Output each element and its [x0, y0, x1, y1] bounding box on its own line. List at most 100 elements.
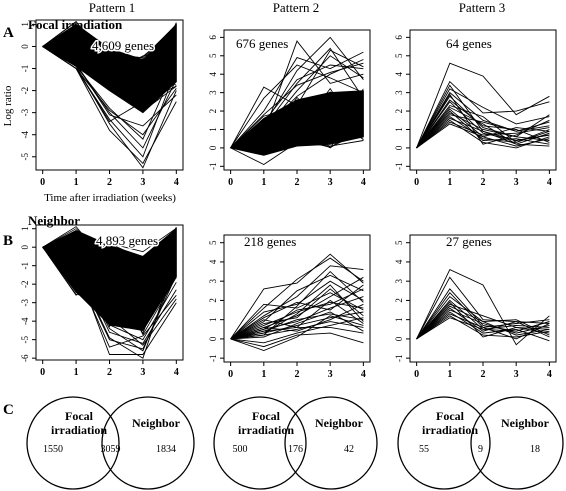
- series-line: [230, 36, 364, 149]
- series-line: [416, 119, 550, 149]
- y-tick-label: 4: [208, 71, 218, 76]
- venn-label-neighbor: Neighbor: [132, 416, 181, 430]
- y-tick-label: 4: [394, 71, 404, 76]
- y-tick-label: 0: [20, 44, 30, 49]
- series-line: [42, 46, 177, 140]
- series-line: [42, 46, 177, 127]
- row-title-neighbor: Neighbor: [28, 213, 80, 228]
- series-line: [42, 246, 177, 352]
- venn-circle-neighbor: [470, 396, 564, 490]
- venn-label-irradiation: irradiation: [238, 423, 294, 437]
- venn-count-neighbor-only: 42: [344, 444, 354, 455]
- y-tick-label: -1: [208, 354, 218, 362]
- series-lines: [416, 62, 550, 149]
- venn-circle-neighbor: [284, 396, 378, 490]
- series-line: [42, 22, 177, 98]
- y-tick-label: 4: [208, 259, 218, 264]
- series-line: [42, 41, 177, 74]
- venn-circle-focal: [26, 396, 120, 490]
- series-line: [230, 93, 364, 153]
- x-tick-label: 2: [107, 177, 112, 188]
- x-tick-label: 2: [295, 369, 300, 380]
- x-tick-label: 2: [481, 177, 486, 188]
- series-line: [416, 291, 550, 340]
- series-line: [230, 116, 364, 149]
- y-tick-label: -1: [394, 163, 404, 171]
- x-tick-label: 0: [228, 369, 233, 380]
- venn-circle-focal: [213, 396, 307, 490]
- series-line: [230, 116, 364, 149]
- gene-count-label: 4,893 genes: [96, 233, 158, 248]
- series-line: [42, 38, 177, 85]
- series-line: [230, 49, 364, 149]
- venn-label-focal: Focal: [252, 409, 281, 423]
- series-line: [416, 95, 550, 149]
- plot-frame: [409, 234, 557, 363]
- series-line: [42, 21, 177, 77]
- chart-panel-2-1: 1 0 -1 -2 -3 -4 -5 -6 0 1 2 3 4 4,893 genes: [20, 224, 184, 378]
- series-line: [416, 88, 550, 149]
- plot-frame: [409, 29, 557, 171]
- series-line: [42, 246, 177, 346]
- x-tick-label: 0: [414, 177, 419, 188]
- chart-panel-2-2: -1 0 1 2 3 4 5 0 1 2 3 4 218 genes: [208, 233, 371, 380]
- y-tick-label: -1: [394, 354, 404, 362]
- series-line: [42, 41, 177, 90]
- series-line: [416, 305, 550, 340]
- venn-count-overlap: 3059: [101, 444, 121, 455]
- venn-label-irradiation: irradiation: [51, 423, 107, 437]
- series-line: [230, 280, 364, 340]
- y-tick-label: -2: [20, 87, 30, 95]
- series-line: [230, 253, 364, 340]
- venn-count-overlap: 9: [478, 444, 483, 455]
- line-charts: 1 0 -1 -2 -3 -4 -5 0 1 2 3 4 4,609 genes -1 0 1 2 3 4 5 6 0 1 2…: [20, 19, 557, 380]
- series-line: [42, 241, 177, 335]
- y-tick-label: 0: [394, 145, 404, 150]
- series-line: [230, 303, 364, 340]
- series-line: [42, 246, 177, 341]
- x-tick-label: 4: [547, 177, 552, 188]
- x-tick-label: 2: [295, 177, 300, 188]
- y-tick-label: 4: [394, 259, 404, 264]
- chart-panel-1-1: 1 0 -1 -2 -3 -4 -5 0 1 2 3 4 4,609 genes: [20, 19, 184, 188]
- series-line: [230, 274, 364, 340]
- series-line: [230, 140, 364, 166]
- venn-label-focal: Focal: [436, 409, 465, 423]
- y-tick-label: 3: [394, 278, 404, 283]
- series-line: [230, 59, 364, 149]
- series-line: [42, 240, 177, 311]
- y-tick-label: -5: [20, 153, 30, 161]
- y-axis-label: Log ratio: [2, 85, 14, 126]
- series-line: [230, 332, 364, 348]
- y-tick-label: 5: [394, 240, 404, 245]
- y-tick-label: -4: [20, 130, 30, 138]
- series-line: [230, 51, 364, 149]
- y-tick-label: 6: [394, 35, 404, 40]
- y-tick-label: 3: [208, 278, 218, 283]
- series-line: [230, 284, 364, 340]
- x-tick-label: 3: [140, 367, 145, 378]
- x-tick-label: 4: [547, 369, 552, 380]
- y-tick-label: 5: [394, 53, 404, 58]
- row-letter-a: A: [3, 25, 14, 41]
- series-line: [230, 123, 364, 154]
- x-tick-label: 1: [447, 177, 452, 188]
- series-line: [416, 311, 550, 342]
- series-line: [230, 265, 364, 340]
- series-line: [42, 46, 177, 136]
- y-tick-label: 5: [208, 53, 218, 58]
- series-line: [230, 317, 364, 344]
- x-tick-label: 0: [40, 177, 45, 188]
- y-tick-label: -2: [20, 280, 30, 288]
- x-tick-label: 3: [514, 369, 519, 380]
- y-tick-label: 2: [208, 109, 218, 114]
- series-line: [42, 246, 177, 348]
- x-tick-label: 3: [140, 177, 145, 188]
- y-tick-label: 1: [20, 22, 30, 27]
- y-tick-label: 0: [208, 145, 218, 150]
- series-line: [42, 246, 177, 306]
- y-tick-label: 0: [20, 244, 30, 249]
- series-line: [230, 292, 364, 340]
- x-tick-label: 1: [447, 369, 452, 380]
